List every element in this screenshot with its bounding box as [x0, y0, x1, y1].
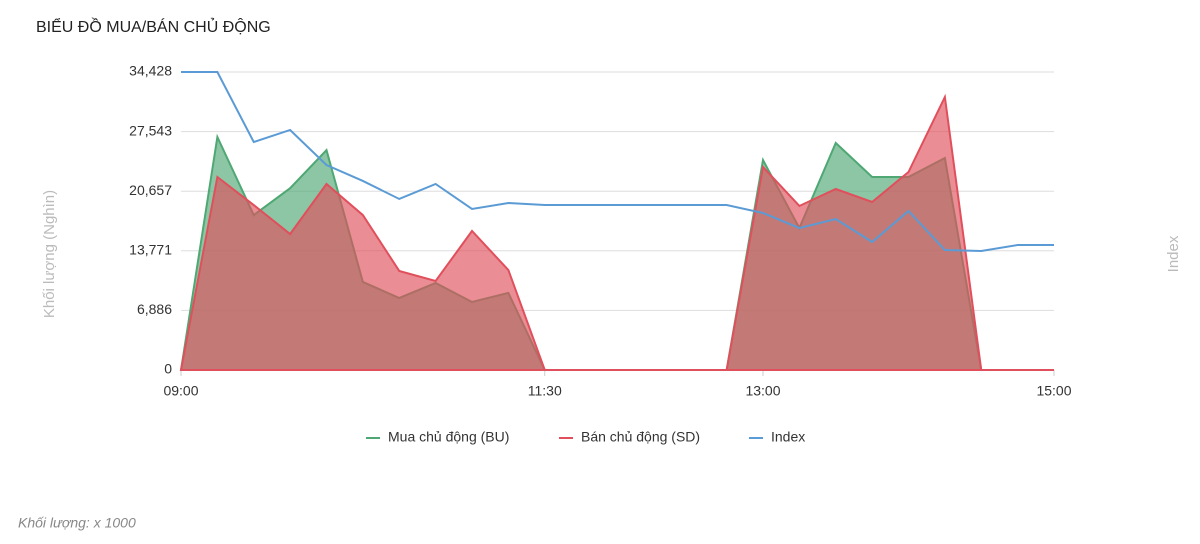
- y-tick-label: 20,657: [129, 182, 172, 198]
- area: [179, 93, 1054, 371]
- y-tick-label: 34,428: [129, 63, 172, 79]
- y-tick-label: 0: [164, 361, 172, 377]
- x-tick-label: 13:00: [745, 383, 780, 399]
- line: [181, 71, 1054, 252]
- y-tick-label: 13,771: [129, 242, 172, 258]
- x-tick-label: 09:00: [163, 383, 198, 399]
- y-tick-label: 6,886: [137, 301, 172, 317]
- y-tick-label: 27,543: [129, 122, 172, 138]
- legend-label: Bán chủ động (SD): [581, 429, 700, 445]
- x-tick-label: 11:30: [528, 383, 562, 399]
- x-tick-label: 15:00: [1036, 383, 1071, 399]
- chart-title: BIỂU ĐỒ MUA/BÁN CHỦ ĐỘNG: [36, 17, 271, 36]
- footnote: Khối lượng: x 1000: [18, 515, 136, 531]
- legend-label: Mua chủ động (BU): [388, 429, 509, 445]
- y2-axis-title: Index: [1165, 235, 1182, 272]
- y-axis-title: Khối lượng (Nghìn): [41, 190, 58, 318]
- legend-label: Index: [771, 429, 805, 445]
